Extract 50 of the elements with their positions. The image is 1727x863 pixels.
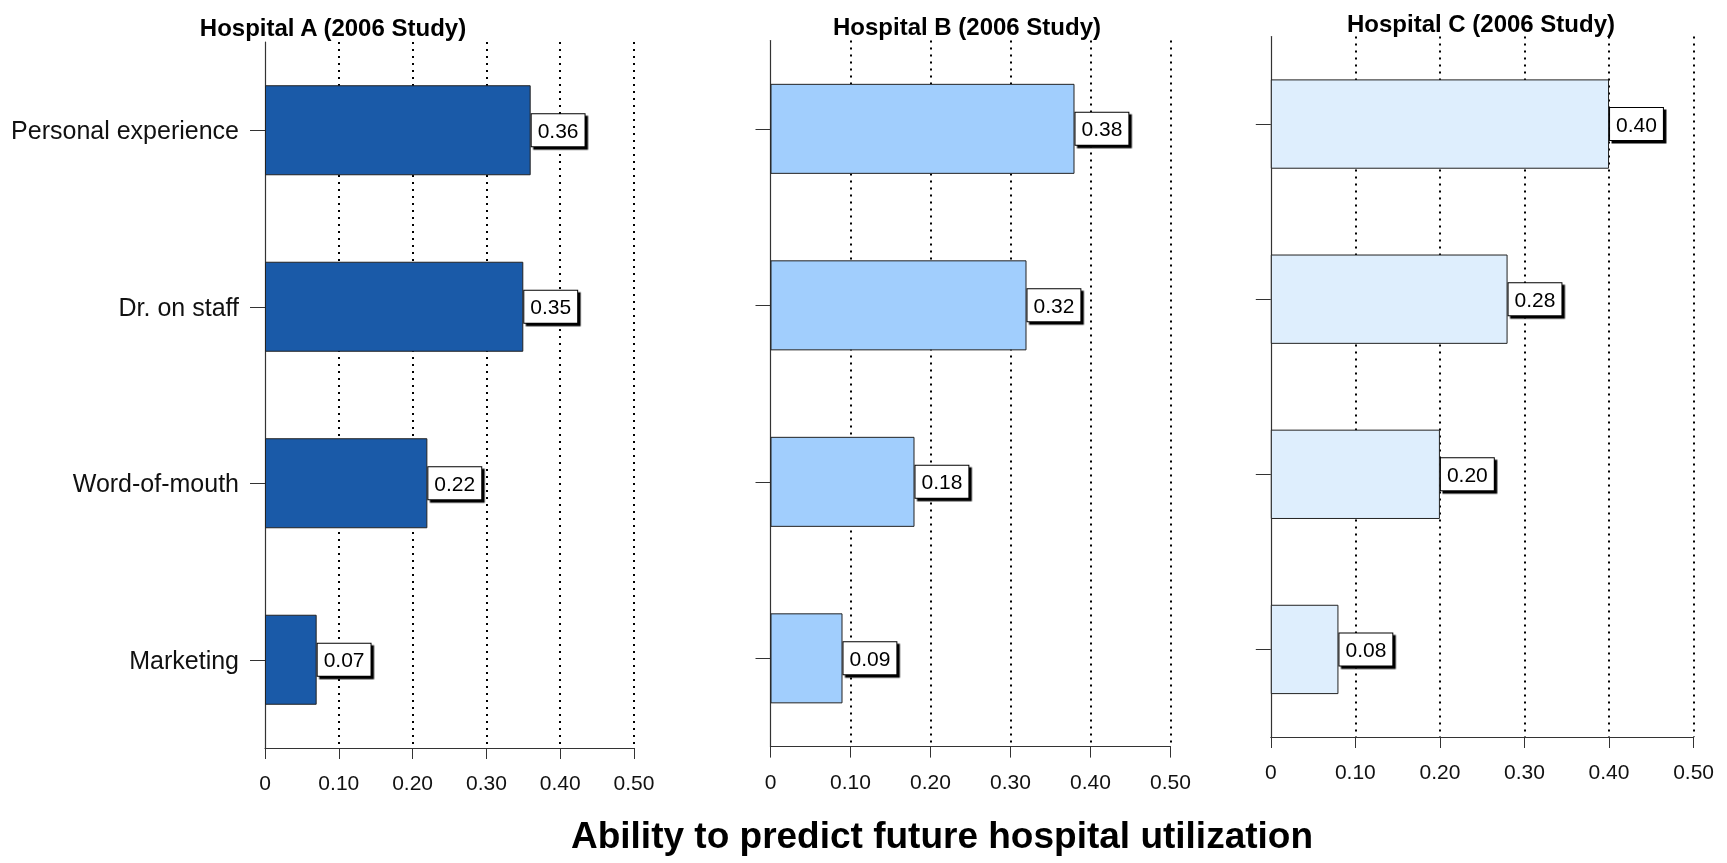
x-tick-label: 0.10 (830, 769, 871, 793)
data-label: 0.38 (1081, 117, 1123, 141)
y-tick-label: Marketing (129, 645, 239, 674)
x-tick-label: 0.20 (910, 769, 951, 793)
bar (1270, 604, 1339, 695)
bar (265, 438, 428, 529)
x-tick-label: 0.10 (1334, 760, 1376, 783)
bar (1270, 254, 1508, 344)
data-label: 0.40 (1616, 112, 1657, 136)
bar (265, 85, 531, 176)
data-label: 0.22 (434, 471, 476, 495)
bar (770, 260, 1027, 351)
chart-title: Hospital B (2006 Study) (832, 12, 1102, 40)
chart-title: Hospital C (2006 Study) (1346, 9, 1616, 37)
x-tick-label: 0.20 (392, 771, 434, 794)
bar (1270, 429, 1440, 519)
x-tick-label: 0.10 (318, 771, 360, 794)
bar (770, 83, 1075, 174)
y-tick-label: Dr. on staff (118, 292, 240, 321)
x-tick-label: 0.50 (613, 771, 655, 794)
data-label: 0.09 (849, 646, 891, 670)
x-tick-label: 0.30 (1504, 760, 1545, 783)
bar (770, 436, 915, 527)
bar (265, 614, 317, 705)
x-tick-label: 0.30 (990, 769, 1031, 793)
bar (1270, 79, 1610, 169)
data-label: 0.36 (537, 118, 579, 142)
data-label: 0.18 (921, 470, 963, 494)
data-label: 0.32 (1033, 293, 1075, 317)
x-tick-label: 0.20 (1419, 760, 1461, 783)
data-label: 0.28 (1514, 287, 1556, 311)
x-tick-label: 0.40 (539, 771, 581, 794)
data-label: 0.20 (1446, 462, 1488, 486)
bar (770, 613, 843, 704)
data-label: 0.08 (1345, 637, 1387, 661)
x-tick-label: 0.40 (1070, 769, 1111, 793)
x-tick-label: 0 (259, 771, 271, 794)
chart-title: Hospital A (2006 Study) (199, 13, 467, 41)
data-label: 0.35 (530, 295, 572, 319)
bar (265, 261, 524, 352)
x-tick-label: 0.50 (1150, 769, 1191, 793)
x-tick-label: 0.50 (1673, 760, 1715, 783)
x-tick-label: 0.40 (1588, 760, 1630, 783)
x-axis-title: Ability to predict future hospital utilization (570, 814, 1314, 856)
x-tick-label: 0.30 (465, 771, 507, 794)
x-tick-label: 0 (764, 769, 777, 793)
data-label: 0.07 (323, 648, 365, 672)
x-tick-label: 0 (1264, 760, 1277, 783)
y-tick-label: Personal experience (11, 116, 239, 145)
y-tick-label: Word-of-mouth (72, 469, 239, 498)
